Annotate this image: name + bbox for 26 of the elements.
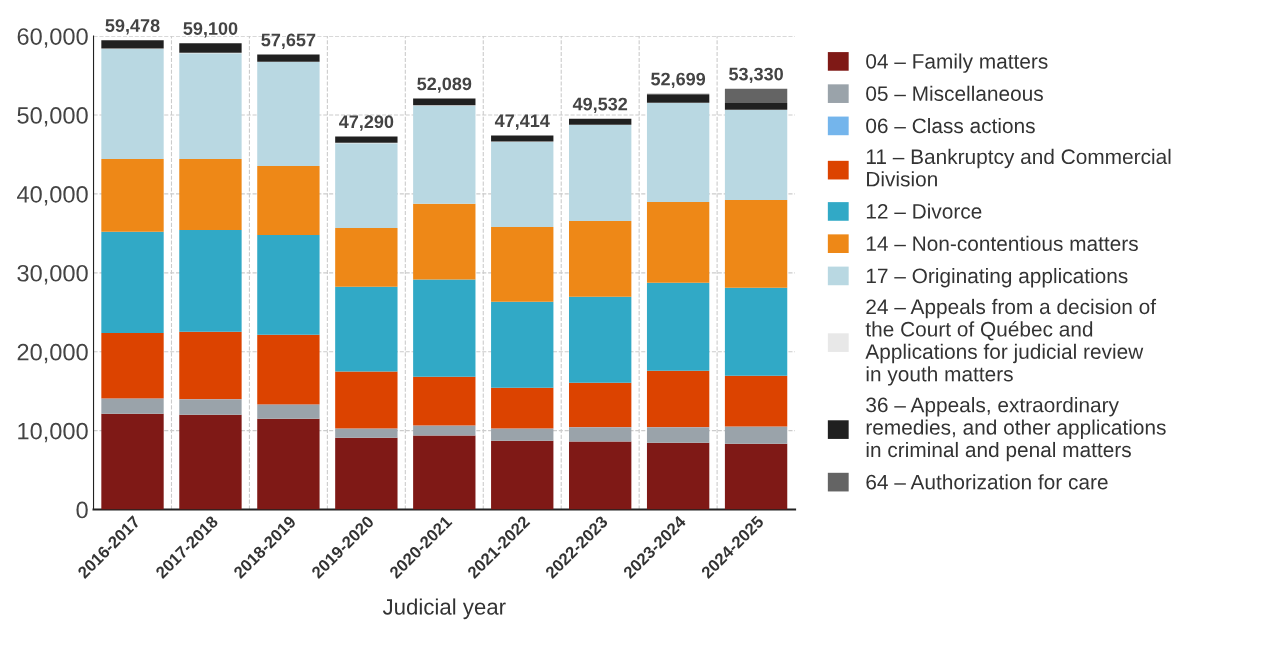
legend-label: 17 – Originating applications xyxy=(866,267,1128,288)
legend-label: 05 – Miscellaneous xyxy=(866,85,1043,101)
y-tick-label: 60,000 xyxy=(17,28,88,48)
total-label: 49,532 xyxy=(572,97,628,114)
total-label: 59,478 xyxy=(105,19,160,35)
total-label: 59,100 xyxy=(183,22,238,38)
y-tick-label: 10,000 xyxy=(18,422,88,443)
y-tick-label: 20,000 xyxy=(17,343,88,364)
legend-label: 11 – Bankruptcy and Commercial Division xyxy=(866,148,1171,187)
total-label: 53,330 xyxy=(729,67,783,84)
total-label: 52,699 xyxy=(651,72,706,89)
legend-label: 04 – Family matters xyxy=(866,53,1048,73)
legend-label: 06 – Class actions xyxy=(866,117,1035,134)
y-tick-label: 50,000 xyxy=(17,107,88,127)
y-tick-label: 40,000 xyxy=(17,186,88,206)
y-tick-label: 30,000 xyxy=(17,264,88,285)
legend-label: 12 – Divorce xyxy=(866,203,982,219)
x-axis-title: Judicial year xyxy=(382,598,506,620)
legend-label: 14 – Non-contentious matters xyxy=(866,235,1138,252)
legend-label: 24 – Appeals from a decision of the Court of Québec and Applications for judicial review in youth matters xyxy=(865,298,1157,386)
total-label: 47,414 xyxy=(494,114,550,130)
total-label: 47,290 xyxy=(339,115,394,131)
total-label: 52,089 xyxy=(417,77,472,93)
total-label: 57,657 xyxy=(261,33,316,49)
legend-label: 64 – Authorization for care xyxy=(866,474,1108,490)
legend-label: 36 – Appeals, extraordinary remedies, and other applications in criminal and penal matters xyxy=(866,397,1166,462)
